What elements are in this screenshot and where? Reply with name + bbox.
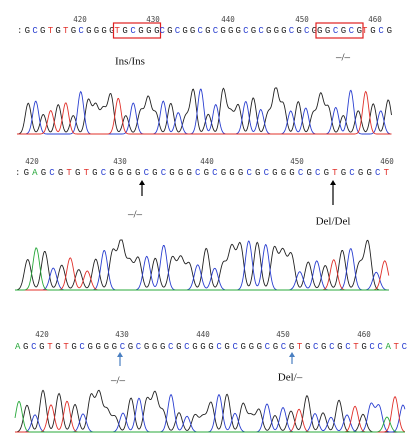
trace bbox=[14, 389, 405, 433]
position-number: 440 bbox=[200, 157, 214, 166]
highlight-box bbox=[112, 22, 162, 39]
trace bbox=[15, 393, 406, 433]
genotype-label: –/– bbox=[127, 209, 143, 221]
position-number: 430 bbox=[146, 15, 160, 24]
genotype-label: –/– bbox=[335, 52, 351, 64]
position-number: 450 bbox=[295, 15, 309, 24]
highlight-box bbox=[315, 22, 364, 39]
position-number: 420 bbox=[73, 15, 87, 24]
arrow-head bbox=[139, 180, 145, 185]
position-number: 440 bbox=[221, 15, 235, 24]
position-number: 420 bbox=[25, 157, 39, 166]
position-number: 460 bbox=[357, 330, 371, 339]
trace bbox=[15, 240, 389, 291]
position-number: 430 bbox=[113, 157, 127, 166]
position-number: 420 bbox=[35, 330, 49, 339]
position-number: 450 bbox=[276, 330, 290, 339]
trace bbox=[14, 400, 405, 433]
arrow-head bbox=[117, 352, 123, 357]
genotype-label: Del/Del bbox=[316, 216, 351, 228]
genotype-label: –/– bbox=[110, 375, 126, 387]
position-number: 460 bbox=[380, 157, 394, 166]
trace bbox=[14, 239, 389, 291]
position-number: 450 bbox=[290, 157, 304, 166]
arrow-head bbox=[289, 352, 295, 357]
genotype-label: Ins/Ins bbox=[115, 56, 145, 68]
trace bbox=[16, 87, 392, 135]
position-number: 440 bbox=[196, 330, 210, 339]
position-number: 460 bbox=[368, 15, 382, 24]
trace bbox=[17, 88, 392, 135]
arrow-head bbox=[330, 180, 336, 185]
trace bbox=[17, 90, 392, 135]
trace bbox=[15, 247, 389, 291]
genotype-label: Del/– bbox=[278, 372, 303, 384]
position-number: 430 bbox=[115, 330, 129, 339]
